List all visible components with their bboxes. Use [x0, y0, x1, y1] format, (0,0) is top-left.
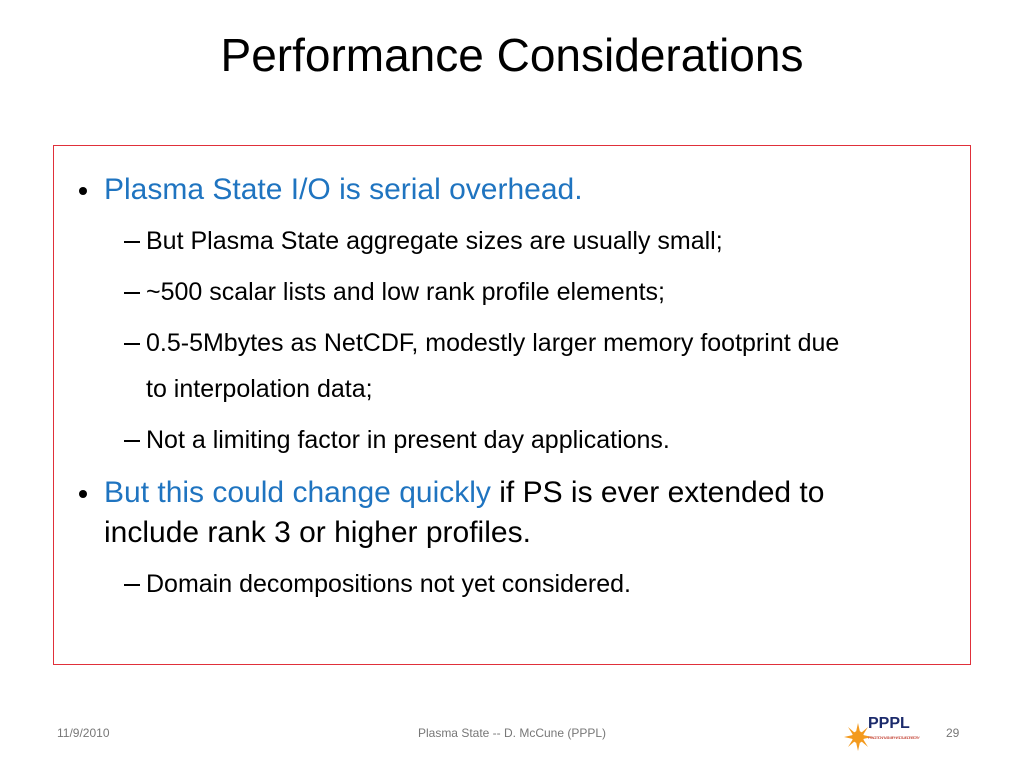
footer-date: 11/9/2010 [57, 726, 110, 740]
bullet-dash [124, 343, 140, 345]
bullet-text: Not a limiting factor in present day app… [146, 426, 670, 454]
page-number: 29 [946, 726, 960, 740]
bullet-dash [124, 584, 140, 586]
logo-name: PPPL [868, 715, 910, 732]
logo: PPPL PRINCETON PLASMA PHYSICS LABORATORY [844, 715, 920, 751]
logo-sun [844, 723, 872, 751]
bullet-item: 0.5-5Mbytes as NetCDF, modestly larger m… [54, 320, 866, 412]
bullet-dash [124, 440, 140, 442]
slide-title: Performance Considerations [220, 29, 804, 81]
logo-subtitle: PRINCETON PLASMA PHYSICS LABORATORY [868, 735, 920, 740]
bullet-text: Domain decompositions not yet considered… [146, 570, 631, 598]
bullet-dash [124, 241, 140, 243]
bullet-item: Not a limiting factor in present day app… [54, 417, 866, 463]
bullet-item: But this could change quickly if PS is e… [54, 473, 904, 553]
content-box: Plasma State I/O is serial overhead. But … [53, 145, 971, 665]
bullet-dot [79, 490, 87, 498]
bullet-text: But this could change quickly [104, 476, 491, 509]
bullet-text: Plasma State I/O is serial overhead. [104, 173, 583, 206]
bullet-text: 0.5-5Mbytes as NetCDF, modestly larger m… [146, 329, 840, 403]
bullet-dash [124, 292, 140, 294]
bullet-text: if PS is ever extended to include rank 3… [104, 476, 825, 549]
bullet-item: But Plasma State aggregate sizes are usu… [54, 218, 866, 264]
bullet-item: ~500 scalar lists and low rank profile e… [54, 269, 866, 315]
bullet-item: Plasma State I/O is serial overhead. [54, 170, 904, 210]
bullet-list: Plasma State I/O is serial overhead. But … [54, 160, 970, 612]
bullet-text: But Plasma State aggregate sizes are usu… [146, 227, 723, 255]
footer-center: Plasma State -- D. McCune (PPPL) [417, 726, 607, 740]
bullet-text: ~500 scalar lists and low rank profile e… [146, 278, 666, 306]
bullet-item: Domain decompositions not yet considered… [54, 561, 866, 607]
bullet-dot [79, 187, 87, 195]
